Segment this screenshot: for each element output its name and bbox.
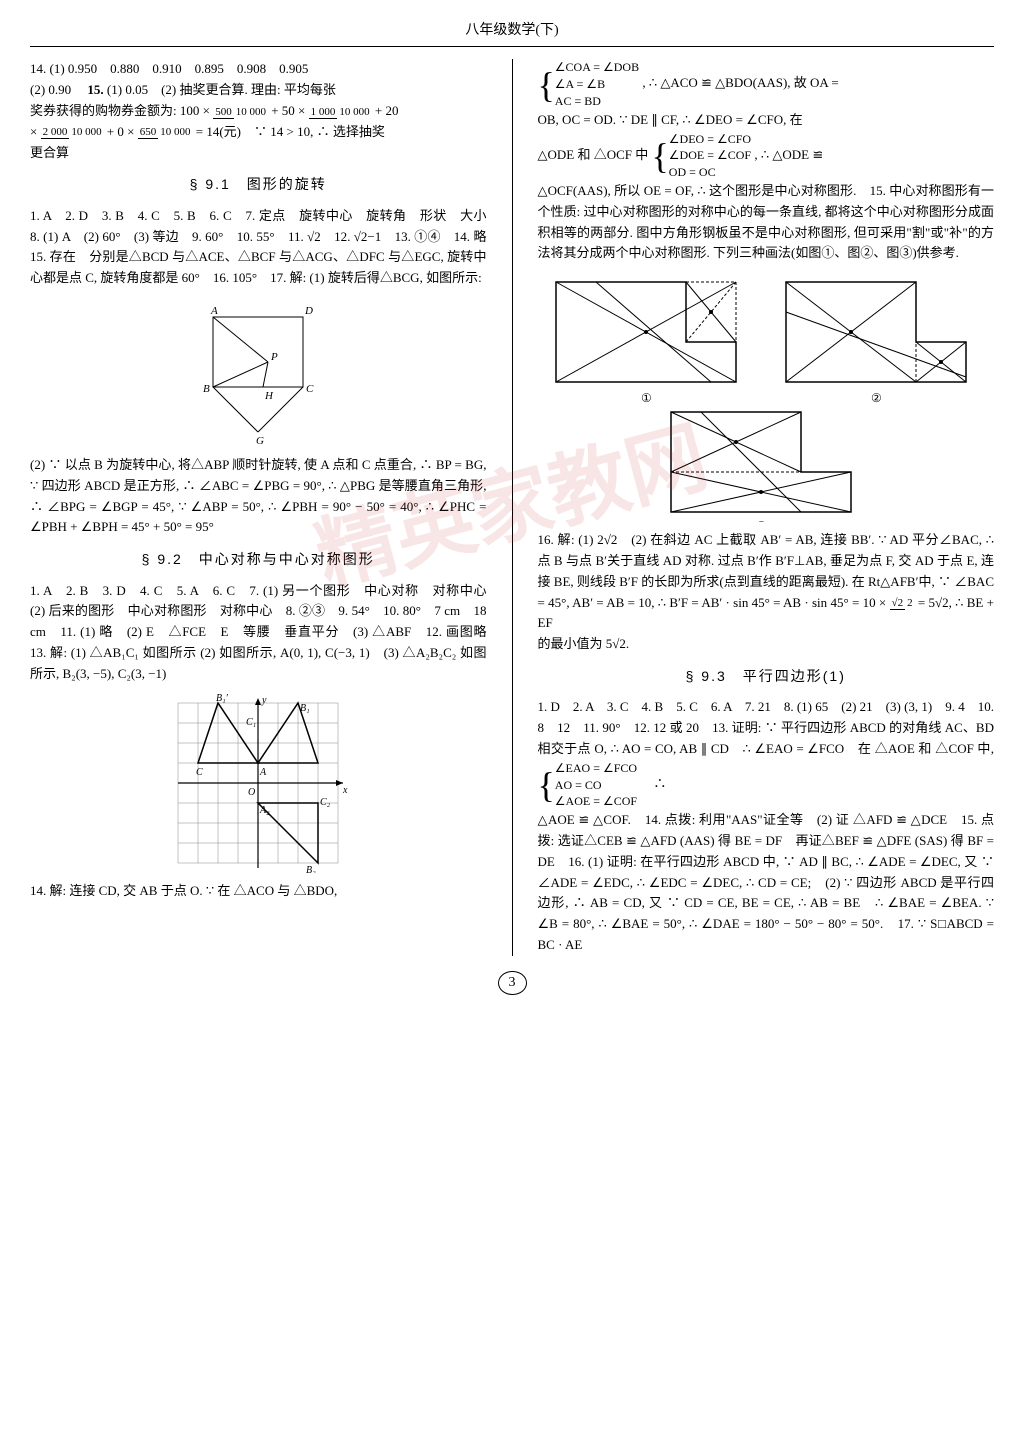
q15-line4: 更合算: [30, 143, 487, 164]
svg-text:O: O: [248, 787, 255, 798]
label-D: D: [304, 305, 313, 317]
b1-l2: ∠A = ∠B: [555, 77, 605, 91]
svg-text:B₁: B₁: [300, 703, 310, 714]
fig-label-2: ②: [871, 391, 882, 405]
after-b1: , ∴ △ACO ≌ △BDO(AAS), 故 OA =: [642, 76, 838, 91]
q15-p1: (1) 0.05 (2) 抽奖更合算. 理由: 平均每张: [107, 82, 336, 97]
q15-line3: × 2 00010 000 + 0 × 65010 000 = 14(元) ∵ …: [30, 122, 487, 143]
label-H: H: [264, 390, 274, 402]
page: 精英家教网 八年级数学(下) 14. (1) 0.950 0.880 0.910…: [0, 0, 1024, 1015]
section-9-3-title: § 9.3 平行四边形(1): [538, 665, 995, 687]
section-9-1-answers: 1. A 2. D 3. B 4. C 5. B 6. C 7. 定点 旋转中心…: [30, 206, 487, 289]
q15-p2: 奖券获得的购物券金额为: 100 ×: [30, 103, 213, 118]
times: ×: [30, 124, 41, 139]
b3-l2: AO = CO: [555, 778, 602, 792]
section-9-2-title: § 9.2 中心对称与中心对称图形: [30, 548, 487, 570]
fig-label-1: ①: [641, 391, 652, 405]
fraction-4: 65010 000: [138, 127, 193, 138]
svg-text:C: C: [196, 767, 203, 778]
svg-text:y: y: [261, 695, 267, 706]
q14-bottom: 14. 解: 连接 CD, 交 AB 于点 O. ∵ 在 △ACO 与 △BDO…: [30, 881, 487, 902]
fraction-3: 2 00010 000: [41, 127, 104, 138]
svg-text:C₁: C₁: [246, 717, 256, 728]
b2-l3: OD = OC: [669, 165, 716, 179]
plus20: + 20: [375, 103, 399, 118]
section-9-2-answers: 1. A 2. B 3. D 4. C 5. A 6. C 7. (1) 另一个…: [30, 581, 487, 685]
q15-label: 15.: [87, 82, 103, 97]
q16: 16. 解: (1) 2√2 (2) 在斜边 AC 上截取 AB′ = AB, …: [538, 530, 995, 634]
svg-text:B₂: B₂: [306, 865, 316, 873]
brace-left-icon: {: [652, 138, 669, 174]
fraction-2: 1 00010 000: [309, 107, 372, 118]
label-P: P: [270, 351, 278, 363]
after-b2: , ∴ △ODE ≌: [754, 147, 823, 162]
label-B: B: [203, 383, 210, 395]
section-9-1-title: § 9.1 图形的旋转: [30, 173, 487, 195]
q14-p2: (2) 0.90: [30, 82, 84, 97]
brace-left-icon: {: [538, 767, 555, 803]
right-column: { ∠COA = ∠DOB ∠A = ∠B AC = BD , ∴ △ACO ≌…: [538, 59, 995, 955]
svg-text:x: x: [342, 785, 348, 796]
label-G: G: [256, 435, 264, 447]
svg-text:C₂: C₂: [320, 797, 331, 808]
q14-line1: 14. (1) 0.950 0.880 0.910 0.895 0.908 0.…: [30, 59, 487, 80]
figure-grid-coord: B₁′ y C₁ B₁ C A O A₂ C₂ x B₂: [30, 693, 487, 873]
sec93-ans-text: 1. D 2. A 3. C 4. B 5. C 6. A 7. 21 8. (…: [538, 699, 995, 756]
label-A: A: [210, 305, 218, 317]
b1-l1: ∠COA = ∠DOB: [555, 60, 639, 74]
fraction-1: 50010 000: [213, 107, 268, 118]
brace-group-2: { ∠DEO = ∠CFO ∠DOE = ∠COF OD = OC: [652, 131, 752, 181]
fig-label-3: ③: [756, 519, 767, 522]
b2-l1: ∠DEO = ∠CFO: [669, 132, 751, 146]
two-column-layout: 14. (1) 0.950 0.880 0.910 0.895 0.908 0.…: [30, 59, 994, 955]
b3-l1: ∠EAO = ∠FCO: [555, 761, 637, 775]
fraction-r: √22: [890, 598, 915, 609]
right-p1: { ∠COA = ∠DOB ∠A = ∠B AC = BD , ∴ △ACO ≌…: [538, 59, 995, 109]
plus50: + 50 ×: [271, 103, 308, 118]
svg-text:B₁′: B₁′: [216, 693, 229, 704]
svg-text:A₂: A₂: [259, 805, 270, 816]
figure-rotation-square: A D P H B C G: [30, 297, 487, 447]
sec93-ans: 1. D 2. A 3. C 4. B 5. C 6. A 7. 21 8. (…: [538, 697, 995, 810]
q16c: 的最小值为 5√2.: [538, 634, 995, 655]
q15-line2: 奖券获得的购物券金额为: 100 × 50010 000 + 50 × 1 00…: [30, 101, 487, 122]
brace-group-1: { ∠COA = ∠DOB ∠A = ∠B AC = BD: [538, 59, 640, 109]
right-p2b: △ODE 和 △OCF 中 { ∠DEO = ∠CFO ∠DOE = ∠COF …: [538, 131, 995, 181]
figure-steel-plates: ① ②: [538, 272, 995, 522]
left-column: 14. (1) 0.950 0.880 0.910 0.895 0.908 0.…: [30, 59, 487, 955]
section-9-1-p2: (2) ∵ 以点 B 为旋转中心, 将△ABP 顺时针旋转, 使 A 点和 C …: [30, 455, 487, 538]
page-number-value: 3: [498, 971, 527, 995]
b1-l3: AC = BD: [555, 94, 601, 108]
after-b3: ∴: [640, 776, 666, 791]
brace-group-3: { ∠EAO = ∠FCO AO = CO ∠AOE = ∠COF: [538, 760, 638, 810]
b3-l3: ∠AOE = ∠COF: [555, 794, 637, 808]
column-divider: [512, 59, 513, 955]
p2b-text: △ODE 和 △OCF 中: [538, 147, 652, 162]
q14-q15-line: (2) 0.90 15. (1) 0.05 (2) 抽奖更合算. 理由: 平均每…: [30, 80, 487, 101]
page-header: 八年级数学(下): [30, 20, 994, 47]
sec93-p2: △AOE ≌ △COF. 14. 点拨: 利用"AAS"证全等 (2) 证 △A…: [538, 810, 995, 956]
plus0: + 0 ×: [107, 124, 138, 139]
b2-l2: ∠DOE = ∠COF: [669, 148, 751, 162]
svg-text:A: A: [259, 767, 267, 778]
eq14: = 14(元) ∵ 14 > 10, ∴ 选择抽奖: [196, 124, 385, 139]
right-p3: △OCF(AAS), 所以 OE = OF, ∴ 这个图形是中心对称图形. 15…: [538, 181, 995, 264]
right-p2: OB, OC = OD. ∵ DE ∥ CF, ∴ ∠DEO = ∠CFO, 在: [538, 110, 995, 131]
brace-left-icon: {: [538, 67, 555, 103]
label-C: C: [306, 383, 314, 395]
page-number: 3: [30, 971, 994, 995]
